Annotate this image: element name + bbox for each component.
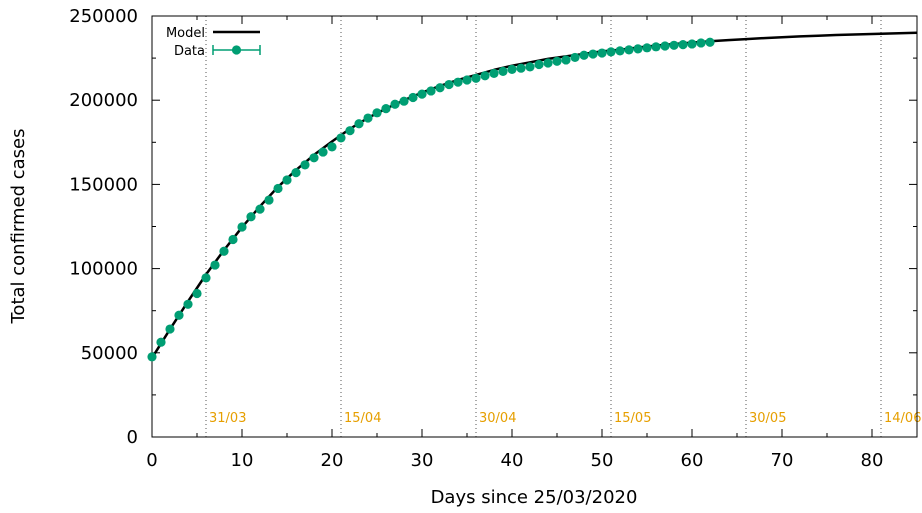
data-point <box>678 40 688 50</box>
data-point <box>615 46 625 56</box>
legend-swatch-data <box>212 45 261 55</box>
data-point <box>696 38 706 48</box>
data-point <box>246 212 256 222</box>
model-series <box>150 31 918 359</box>
data-point <box>642 43 652 53</box>
data-point <box>552 56 562 66</box>
data-point <box>192 288 202 299</box>
data-point <box>588 49 598 59</box>
x-tick-label: 40 <box>501 450 524 471</box>
y-tick-label: 100000 <box>69 259 138 280</box>
data-point <box>381 104 391 114</box>
y-tick-label: 0 <box>127 427 138 448</box>
data-point <box>606 47 616 57</box>
x-tick-label: 70 <box>771 450 794 471</box>
data-point <box>282 175 292 185</box>
data-point <box>156 337 166 347</box>
data-point <box>687 39 697 49</box>
x-axis-label: Days since 25/03/2020 <box>431 487 638 508</box>
data-point <box>516 63 526 73</box>
data-point <box>291 168 301 178</box>
legend: Model Data <box>166 26 261 59</box>
data-point <box>651 42 661 52</box>
data-point <box>399 96 409 106</box>
x-tick-label: 0 <box>146 450 157 471</box>
x-tick-label: 10 <box>231 450 254 471</box>
data-point <box>705 37 715 47</box>
date-marker-label: 15/04 <box>344 411 381 426</box>
data-point <box>219 246 229 256</box>
data-point <box>228 234 238 245</box>
data-point <box>624 45 634 55</box>
data-point <box>273 183 283 194</box>
data-point <box>480 71 490 81</box>
date-marker-label: 14/06 <box>884 411 921 426</box>
data-point <box>417 89 427 99</box>
data-point <box>354 119 364 129</box>
data-point <box>210 260 220 270</box>
data-series <box>147 37 715 362</box>
data-point <box>336 133 346 143</box>
data-point <box>453 77 463 87</box>
data-point <box>426 86 436 96</box>
x-tick-label: 60 <box>681 450 704 471</box>
x-tick-label: 20 <box>321 450 344 471</box>
date-markers: 31/03 15/04 30/04 15/05 30/05 14/06 <box>205 16 921 437</box>
data-point <box>174 310 184 320</box>
data-point <box>309 153 319 163</box>
date-marker-label: 30/05 <box>749 411 786 426</box>
data-point <box>579 50 589 60</box>
data-point <box>408 92 418 103</box>
y-tick-label: 250000 <box>69 6 138 27</box>
data-point <box>669 40 679 50</box>
data-point <box>543 58 553 68</box>
date-marker-label: 30/04 <box>479 411 516 426</box>
data-point <box>363 113 373 123</box>
data-point <box>534 59 544 70</box>
y-tick-label: 200000 <box>69 90 138 111</box>
data-point <box>597 48 607 58</box>
legend-data-point <box>231 45 242 55</box>
data-point <box>633 44 643 54</box>
data-point <box>237 222 247 232</box>
axis-ticks: 0 50000 100000 150000 200000 250000 0 10 20 30 40 5… <box>69 6 917 471</box>
data-point <box>570 52 580 63</box>
date-marker-label: 15/05 <box>614 411 651 426</box>
model-line <box>150 31 918 359</box>
data-point <box>183 299 193 309</box>
data-point <box>444 79 454 90</box>
plot-area-border <box>151 15 918 438</box>
data-point <box>390 99 400 109</box>
x-tick-label: 80 <box>861 450 884 471</box>
legend-label-data: Data <box>174 44 205 59</box>
data-point <box>345 126 355 136</box>
data-point <box>300 160 310 170</box>
data-point <box>462 75 472 85</box>
data-point <box>471 73 481 83</box>
data-point <box>147 352 157 362</box>
date-marker-label: 31/03 <box>209 411 246 426</box>
y-axis-label: Total confirmed cases <box>8 128 29 324</box>
data-point <box>201 273 211 283</box>
data-point <box>498 66 508 77</box>
data-point <box>165 324 175 334</box>
x-tick-label: 50 <box>591 450 614 471</box>
data-point <box>525 62 535 72</box>
data-point <box>327 142 337 152</box>
data-point <box>255 204 265 214</box>
data-point <box>561 55 571 65</box>
data-point <box>372 108 382 118</box>
legend-label-model: Model <box>166 26 205 41</box>
data-point <box>489 68 499 79</box>
data-point <box>318 147 328 157</box>
y-tick-label: 150000 <box>69 174 138 195</box>
data-point <box>264 195 274 205</box>
x-tick-label: 30 <box>411 450 434 471</box>
data-point <box>507 64 517 74</box>
data-point <box>435 83 445 93</box>
y-tick-label: 50000 <box>81 343 138 364</box>
data-point <box>660 41 670 51</box>
